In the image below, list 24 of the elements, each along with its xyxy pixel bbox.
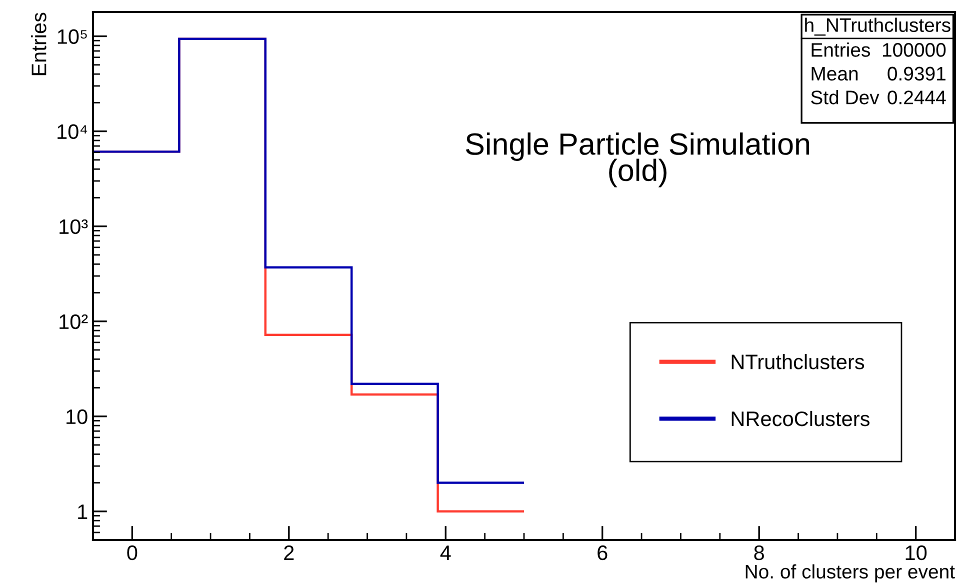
- y-tick-label: 10³: [60, 219, 88, 234]
- x-axis-title: No. of clusters per event: [746, 564, 955, 582]
- annotation: Entries: [812, 42, 870, 57]
- y-tick-label: 10⁵: [58, 29, 87, 44]
- x-tick-label: 8: [754, 545, 764, 560]
- annotation: 0.9391: [888, 66, 946, 81]
- x-tick-label: 2: [284, 545, 294, 560]
- y-tick-label: 10: [66, 409, 88, 424]
- y-tick-label: 10²: [60, 314, 88, 330]
- x-tick-label: 6: [598, 545, 608, 560]
- annotation: Single Particle Simulation (old): [466, 132, 810, 188]
- x-tick-label: 4: [440, 546, 451, 560]
- legend-label: NRecoClusters: [732, 410, 870, 426]
- y-tick-label: 1: [78, 504, 88, 519]
- y-tick-label: 10⁴: [58, 124, 88, 140]
- legend-label: NTruthclusters: [732, 354, 864, 370]
- annotation: 100000: [882, 43, 946, 57]
- annotation: Mean: [812, 67, 858, 81]
- annotation: 0.2444: [888, 90, 946, 104]
- y-axis-title: Entries: [31, 12, 46, 76]
- annotation: Std Dev: [811, 90, 880, 104]
- annotation: h_NTruthclusters: [805, 18, 950, 36]
- x-tick-label: 10: [906, 545, 927, 560]
- x-tick-label: 0: [127, 545, 138, 560]
